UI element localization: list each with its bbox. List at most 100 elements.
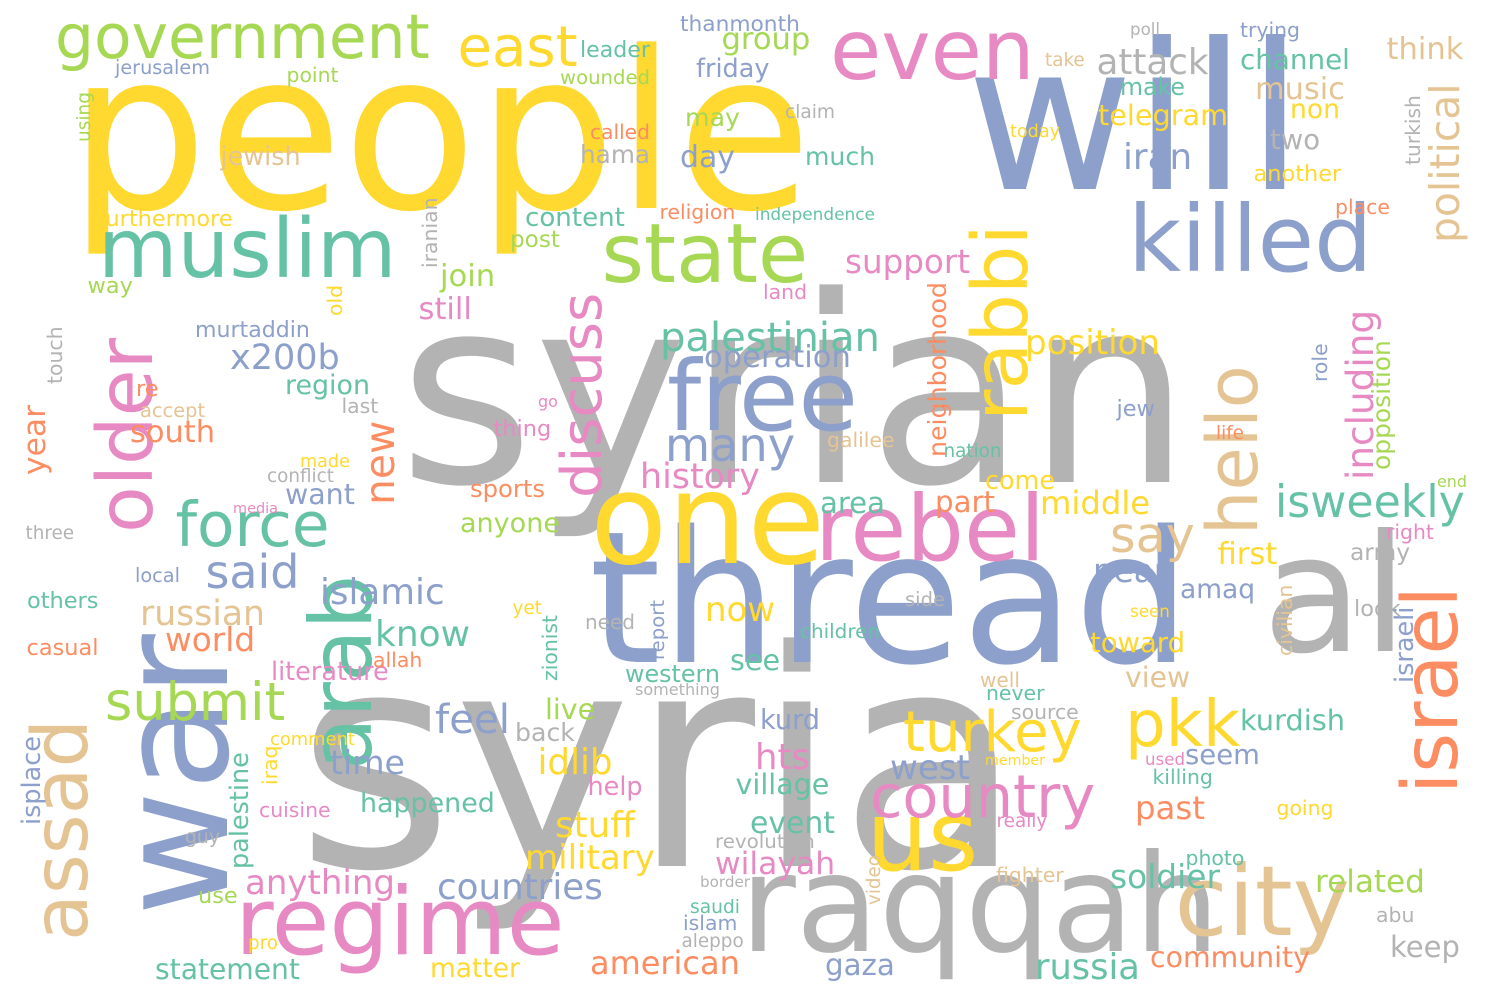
word-west: west: [890, 747, 970, 788]
word-really: really: [996, 811, 1048, 832]
word-country: country: [870, 762, 1096, 831]
word-near: near: [1093, 551, 1168, 590]
word-neighborhood: neighborhood: [923, 282, 952, 457]
word-jew: jew: [1116, 396, 1155, 422]
word-content: content: [525, 203, 625, 233]
word-al: al: [1262, 500, 1408, 690]
word-anyone: anyone: [460, 507, 560, 539]
word-source: source: [1011, 700, 1079, 724]
word-matter: matter: [430, 953, 520, 984]
word-x200b: x200b: [230, 337, 340, 378]
word-pkk: pkk: [1125, 687, 1241, 762]
word-hello: hello: [1191, 365, 1274, 535]
word-islamic: islamic: [320, 571, 445, 613]
word-right: right: [1386, 520, 1434, 544]
word-thing: thing: [493, 416, 552, 442]
word-fighter: fighter: [996, 863, 1064, 887]
word-re: re: [136, 376, 159, 402]
word-area: area: [820, 485, 885, 520]
word-said: said: [205, 544, 300, 599]
word-never: never: [986, 681, 1045, 705]
word-western: western: [625, 659, 720, 688]
word-countries: countries: [437, 866, 603, 908]
word-soldier: soldier: [1110, 858, 1220, 896]
word-called: called: [590, 120, 650, 144]
word-day: day: [680, 139, 735, 175]
word-time: time: [330, 743, 405, 782]
word-kurd: kurd: [760, 704, 820, 736]
word-submit: submit: [105, 671, 286, 733]
word-casual: casual: [26, 635, 99, 661]
word-group: group: [721, 21, 811, 57]
word-discuss: discuss: [549, 292, 615, 498]
word-religion: religion: [659, 200, 736, 224]
word-today: today: [1010, 122, 1061, 142]
word-make: make: [1120, 73, 1185, 101]
word-help: help: [587, 771, 643, 802]
word-stuff: stuff: [555, 804, 635, 846]
word-government: government: [55, 2, 430, 73]
word-life: life: [1216, 423, 1244, 444]
word-world: world: [165, 621, 256, 659]
word-conflict: conflict: [267, 466, 334, 487]
word-syria: syria: [296, 587, 1024, 937]
word-operation: operation: [704, 339, 851, 375]
word-turkish: turkish: [1400, 95, 1425, 165]
word-russian: russian: [140, 594, 265, 634]
word-israeli: israeli: [1389, 606, 1420, 683]
word-rebel: rebel: [815, 476, 1046, 582]
word-regime: regime: [235, 867, 565, 977]
word-year: year: [16, 405, 53, 475]
word-region: region: [285, 369, 370, 401]
word-statement: statement: [155, 953, 300, 986]
word-east: east: [457, 14, 578, 80]
word-thanmonth: thanmonth: [680, 11, 800, 37]
word-comment: comment: [270, 729, 355, 750]
word-south: south: [130, 415, 216, 450]
word-sports: sports: [470, 473, 546, 503]
word-thread: thread: [589, 493, 1191, 706]
word-need: need: [585, 610, 635, 634]
word-happened: happened: [360, 788, 495, 819]
word-literature: literature: [271, 656, 389, 687]
word-military: military: [525, 837, 655, 878]
word-position: position: [1025, 322, 1160, 363]
word-hama: hama: [580, 139, 651, 169]
word-last: last: [341, 394, 379, 418]
word-one: one: [590, 446, 826, 593]
word-well: well: [980, 668, 1020, 692]
word-think: think: [1386, 31, 1464, 67]
word-seem: seem: [1185, 739, 1260, 771]
word-end: end: [1437, 472, 1468, 491]
word-zionist: zionist: [538, 614, 562, 681]
word-killing: killing: [1152, 765, 1213, 789]
word-turkey: turkey: [903, 699, 1082, 765]
word-made: made: [300, 452, 350, 472]
word-view: view: [1125, 661, 1191, 694]
word-wilayah: wilayah: [715, 845, 836, 882]
word-isweekly: isweekly: [1275, 476, 1465, 528]
word-another: another: [1253, 161, 1342, 187]
word-want: want: [285, 478, 355, 511]
word-three: three: [25, 523, 75, 544]
word-come: come: [985, 465, 1055, 496]
word-non: non: [1290, 93, 1340, 125]
word-role: role: [1308, 343, 1332, 382]
word-independence: independence: [755, 203, 875, 224]
word-side: side: [905, 588, 945, 611]
word-see: see: [730, 642, 781, 677]
word-many: many: [665, 418, 796, 472]
word-attack: attack: [1096, 41, 1209, 83]
word-music: music: [1255, 71, 1345, 107]
word-may: may: [685, 103, 740, 132]
word-galilee: galilee: [827, 428, 895, 452]
word-allah: allah: [373, 648, 423, 672]
word-poll: poll: [1130, 19, 1161, 39]
word-iranian: iranian: [418, 197, 442, 268]
word-place: place: [1335, 195, 1390, 219]
word-furthermore: furthermore: [97, 206, 233, 232]
word-wounded: wounded: [560, 65, 650, 89]
word-media: media: [233, 501, 279, 517]
word-going: going: [1276, 796, 1334, 820]
word-pro: pro: [248, 933, 278, 954]
